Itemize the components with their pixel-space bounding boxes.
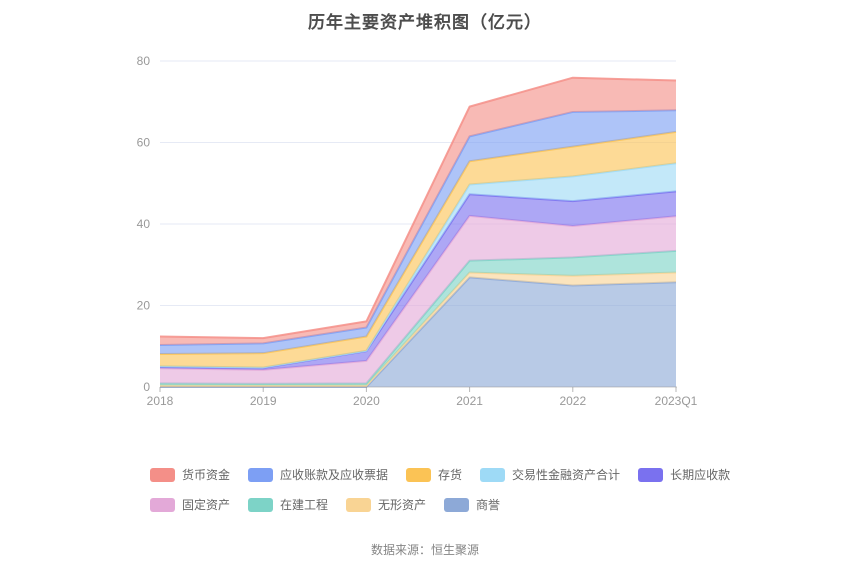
legend-swatch-icon [444, 497, 470, 512]
area-band-长期应收款 [160, 191, 676, 370]
legend-label: 交易性金融资产合计 [512, 468, 621, 482]
legend-item-货币资金[interactable]: 货币资金 [150, 466, 230, 483]
legend-item-在建工程[interactable]: 在建工程 [248, 496, 328, 513]
legend-swatch-icon [150, 467, 175, 482]
chart-title: 历年主要资产堆积图（亿元） [308, 13, 542, 32]
area-band-货币资金 [160, 77, 676, 346]
stacked-area-chart: 0 20 40 60 80 2018 2019 2020 2021 2022 2023Q1 [137, 54, 698, 408]
legend-item-应收账款及应收票据[interactable]: 应收账款及应收票据 [248, 466, 388, 483]
area-band-交易性金融资产合计 [160, 163, 676, 368]
x-axis-label-2020: 2020 [353, 394, 380, 408]
legend-label: 无形资产 [378, 498, 427, 512]
x-axis-label-2021: 2021 [456, 394, 483, 408]
legend-item-交易性金融资产合计[interactable]: 交易性金融资产合计 [480, 466, 620, 483]
legend-label: 存货 [438, 468, 463, 482]
area-band-固定资产 [160, 215, 676, 384]
legend-label: 商誉 [476, 498, 501, 512]
legend-item-长期应收款[interactable]: 长期应收款 [638, 466, 730, 483]
legend-swatch-icon [346, 497, 372, 512]
area-band-在建工程 [160, 250, 676, 386]
y-axis-label-40: 40 [137, 217, 151, 231]
legend-label: 在建工程 [280, 498, 329, 512]
legend-swatch-icon [248, 497, 274, 512]
y-axis-label-80: 80 [137, 54, 151, 68]
legend-label: 应收账款及应收票据 [280, 468, 389, 482]
chart-legend: 货币资金 应收账款及应收票据 存货 交易性金融资产合计 长期应收款固定资产 在建工程 无形资… [150, 466, 735, 513]
legend-item-商誉[interactable]: 商誉 [444, 496, 500, 513]
legend-swatch-icon [406, 467, 432, 482]
legend-label: 长期应收款 [670, 468, 731, 482]
x-axis-label-2022: 2022 [559, 394, 586, 408]
x-axis-label-2019: 2019 [250, 394, 277, 408]
legend-swatch-icon [480, 467, 506, 482]
legend-swatch-icon [638, 467, 664, 482]
series-line-货币资金 [159, 76, 677, 340]
x-axis-label-2023Q1: 2023Q1 [655, 394, 698, 408]
y-axis-label-60: 60 [137, 136, 151, 150]
legend-swatch-icon [150, 497, 175, 512]
legend-swatch-icon [248, 467, 274, 482]
legend-item-无形资产[interactable]: 无形资产 [346, 496, 426, 513]
x-axis-label-2018: 2018 [147, 394, 174, 408]
y-axis-label-0: 0 [143, 380, 150, 394]
legend-item-固定资产[interactable]: 固定资产 [150, 496, 230, 513]
legend-label: 固定资产 [182, 498, 231, 512]
legend-label: 货币资金 [182, 468, 231, 482]
data-source-note: 数据来源：恒生聚源 [370, 543, 479, 557]
y-axis-label-20: 20 [137, 299, 151, 313]
legend-item-存货[interactable]: 存货 [406, 466, 462, 483]
